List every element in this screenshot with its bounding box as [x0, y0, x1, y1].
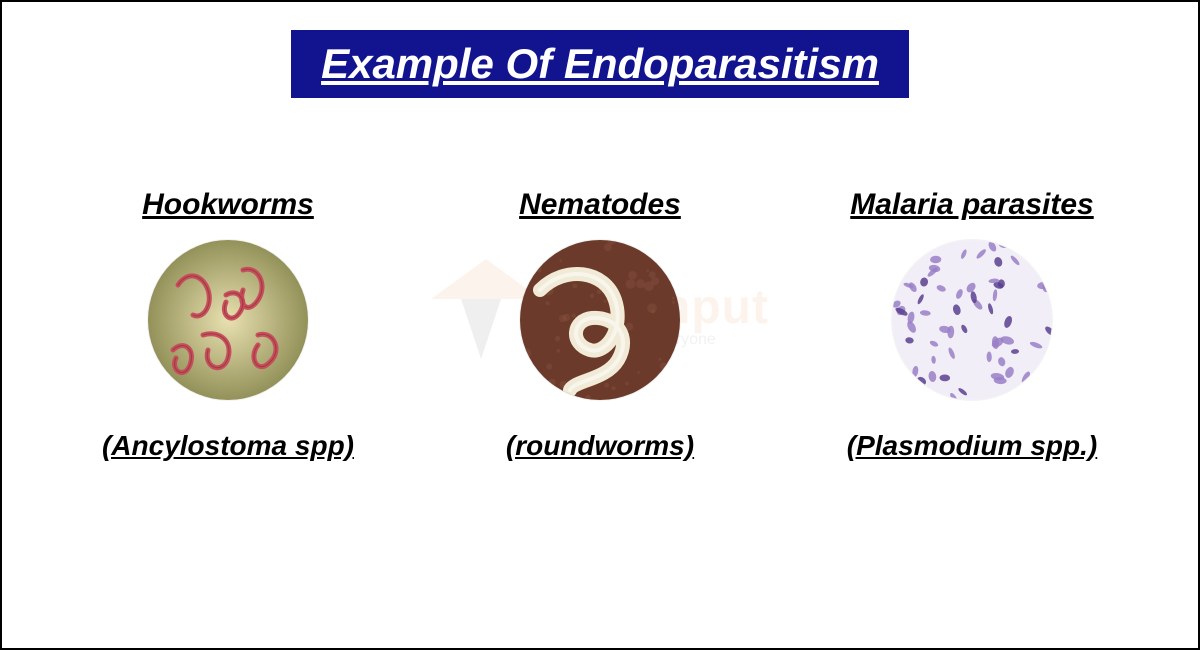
page-title: Example Of Endoparasitism — [291, 30, 909, 98]
example-label-bottom: (Plasmodium spp.) — [847, 430, 1097, 462]
example-image-malaria — [892, 240, 1052, 400]
example-image-hookworms — [148, 240, 308, 400]
example-malaria: Malaria parasites (Plasmodium spp.) — [788, 188, 1156, 462]
example-label-top: Nematodes — [519, 188, 681, 222]
example-label-bottom: (roundworms) — [506, 430, 694, 462]
page-title-text: Example Of Endoparasitism — [321, 40, 879, 87]
example-hookworms: Hookworms (Ancylostoma spp) — [44, 188, 412, 462]
examples-row: Hookworms (Ancylostoma spp) Nematodes (r… — [2, 188, 1198, 462]
example-nematodes: Nematodes (roundworms) — [416, 188, 784, 462]
example-label-top: Hookworms — [142, 188, 314, 222]
example-label-top: Malaria parasites — [850, 188, 1093, 222]
example-image-nematodes — [520, 240, 680, 400]
example-label-bottom: (Ancylostoma spp) — [102, 430, 354, 462]
